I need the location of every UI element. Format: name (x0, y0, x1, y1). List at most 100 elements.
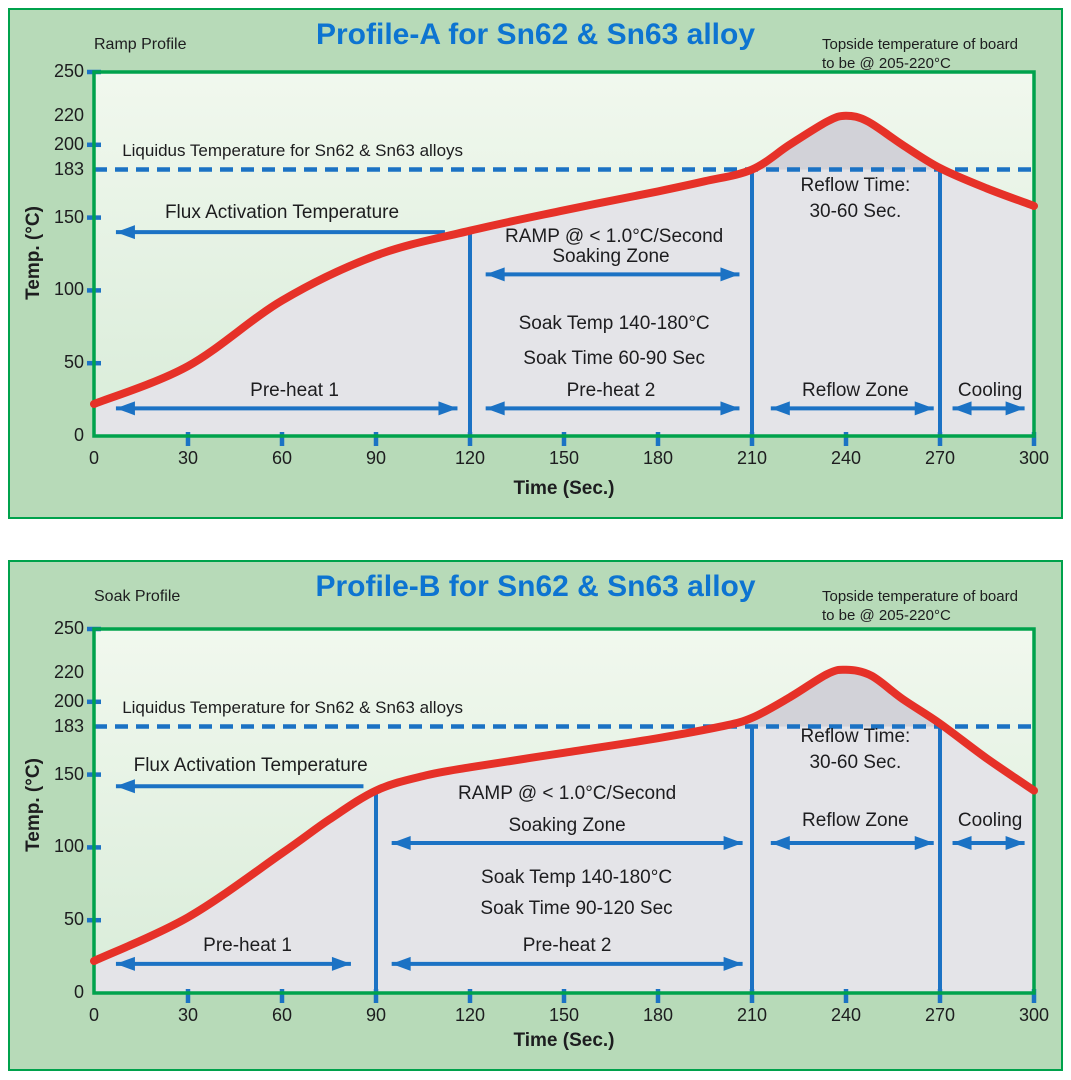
arrow-head-right (720, 401, 740, 416)
x-tick-label: 150 (548, 448, 580, 468)
plot-border (92, 70, 1036, 438)
annotation-text: Soak Temp 140-180°C (481, 866, 673, 888)
zone-label: Pre-heat 2 (566, 379, 656, 401)
x-tick-label: 180 (642, 448, 674, 468)
zone-label: Cooling (957, 379, 1023, 401)
x-tick-label: 150 (548, 1005, 580, 1025)
y-tick-label: 220 (53, 661, 84, 682)
y-tick-label: 150 (53, 763, 84, 784)
arrow-head-left (115, 779, 135, 794)
chart-title: Profile-A for Sn62 & Sn63 alloy (316, 18, 755, 51)
arrow-head-left (391, 956, 411, 971)
zone-label: Reflow Zone (802, 379, 909, 401)
liquidus-label: Liquidus Temperature for Sn62 & Sn63 all… (122, 697, 464, 717)
arrow-head-right (914, 836, 934, 851)
y-tick-label: 0 (73, 425, 84, 445)
arrow-head-left (485, 267, 505, 282)
x-tick-label: 30 (177, 448, 199, 468)
arrow-head-left (952, 836, 972, 851)
arrow-head-right (723, 836, 743, 851)
profile-a-chart-panel: Ramp Profile Profile-A for Sn62 & Sn63 a… (8, 8, 1063, 519)
profile-b-chart-panel: Soak Profile Profile-B for Sn62 & Sn63 a… (8, 560, 1063, 1071)
x-tick-label: 210 (736, 1005, 768, 1025)
annotation-text: 30-60 Sec. (809, 751, 902, 773)
zone-label: Soaking Zone (552, 245, 670, 267)
x-tick-label: 120 (454, 448, 486, 468)
y-tick-label: 220 (53, 104, 84, 125)
arrow-head-right (438, 401, 458, 416)
y-tick-label: 0 (73, 982, 84, 1002)
profile-type-label: Ramp Profile (94, 36, 187, 53)
x-tick-label: 0 (88, 1005, 99, 1025)
topside-note-line1: Topside temperature of board (822, 588, 1018, 605)
x-tick-label: 300 (1018, 448, 1050, 468)
arrow-head-right (1005, 401, 1025, 416)
x-axis-label: Time (Sec.) (513, 478, 615, 499)
y-tick-label: 150 (53, 206, 84, 227)
x-tick-label: 240 (830, 448, 862, 468)
arrow-head-left (770, 401, 790, 416)
zone-label: Pre-heat 1 (203, 935, 292, 957)
zone-label: Soaking Zone (508, 814, 626, 836)
arrow-head-right (914, 401, 934, 416)
arrow-head-left (115, 401, 135, 416)
annotation-text: Soak Temp 140-180°C (518, 312, 710, 334)
x-tick-label: 90 (365, 1005, 387, 1025)
x-tick-label: 300 (1018, 1005, 1050, 1025)
y-tick-label: 200 (53, 133, 84, 154)
temperature-curve (90, 665, 1038, 965)
y-tick-label: 250 (53, 61, 84, 81)
x-tick-label: 30 (177, 1005, 199, 1025)
under-curve-fill (94, 669, 1034, 993)
annotation-text: Reflow Time: (800, 725, 911, 747)
y-tick-label: 100 (53, 279, 84, 300)
zone-label: Flux Activation Temperature (133, 754, 368, 776)
arrow-head-left (115, 225, 135, 240)
topside-note-line2: to be @ 205-220°C (822, 55, 951, 72)
annotation-text: Reflow Time: (800, 174, 911, 196)
arrow-head-right (331, 956, 351, 971)
zone-label: Flux Activation Temperature (164, 202, 400, 224)
profile-a-plot (87, 69, 1038, 446)
plot-border (92, 627, 1036, 995)
zone-label: Pre-heat 1 (250, 379, 339, 401)
liquidus-label: Liquidus Temperature for Sn62 & Sn63 all… (122, 140, 464, 160)
zone-label: Cooling (957, 810, 1023, 832)
arrow-head-left (115, 956, 135, 971)
topside-temperature-note: Topside temperature of board to be @ 205… (822, 35, 1058, 73)
x-tick-label: 60 (271, 448, 293, 468)
arrow-head-right (720, 267, 740, 282)
arrow-head-left (391, 836, 411, 851)
annotation-text: 30-60 Sec. (809, 200, 902, 222)
arrow-head-right (1005, 836, 1025, 851)
arrow-head-left (770, 836, 790, 851)
x-tick-label: 90 (365, 448, 387, 468)
x-tick-label: 180 (642, 1005, 674, 1025)
y-tick-label: 100 (53, 836, 84, 857)
annotation-text: Soak Time 60-90 Sec (523, 347, 705, 369)
arrow-head-left (952, 401, 972, 416)
annotation-text: RAMP @ < 1.0°C/Second (458, 782, 677, 804)
topside-note-line2: to be @ 205-220°C (822, 607, 951, 624)
arrow-head-left (485, 401, 505, 416)
y-tick-label: 50 (63, 909, 84, 930)
x-tick-label: 60 (271, 1005, 293, 1025)
topside-temperature-note: Topside temperature of board to be @ 205… (822, 587, 1058, 625)
zone-label: Reflow Zone (802, 810, 909, 832)
y-tick-label: 200 (53, 690, 84, 711)
profile-type-label: Soak Profile (94, 588, 181, 605)
x-tick-label: 240 (830, 1005, 862, 1025)
topside-note-line1: Topside temperature of board (822, 36, 1018, 53)
arrow-head-right (723, 956, 743, 971)
temperature-curve (90, 111, 1038, 408)
profile-b-plot (87, 626, 1038, 1003)
y-tick-label: 183 (53, 715, 84, 736)
y-tick-label: 50 (63, 352, 84, 373)
x-tick-label: 0 (88, 448, 99, 468)
y-tick-label: 183 (53, 158, 84, 179)
x-tick-label: 270 (924, 1005, 956, 1025)
zone-label: Pre-heat 2 (522, 935, 612, 957)
x-axis-label: Time (Sec.) (513, 1030, 615, 1051)
annotation-text: RAMP @ < 1.0°C/Second (505, 225, 724, 247)
chart-title: Profile-B for Sn62 & Sn63 alloy (315, 570, 756, 603)
